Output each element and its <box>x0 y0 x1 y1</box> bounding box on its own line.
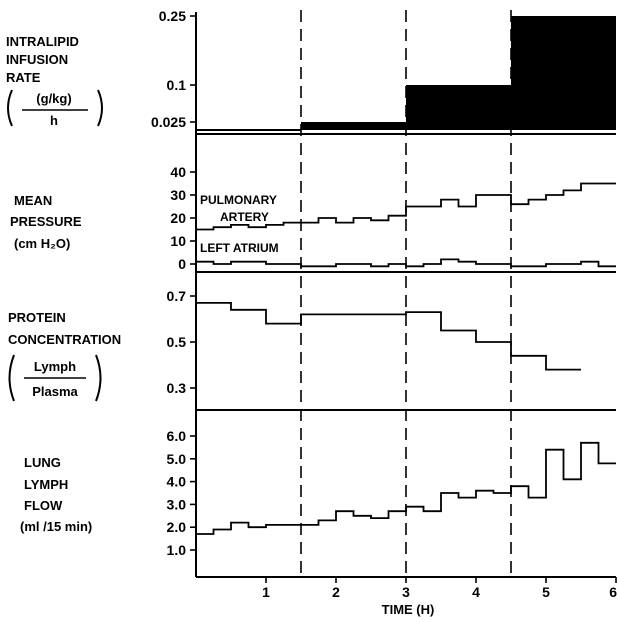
protein-label-line-2: CONCENTRATION <box>8 332 121 347</box>
infusion-ytick-1: 0.25 <box>159 8 186 24</box>
infusion-unit-numerator: (g/kg) <box>36 91 71 106</box>
lymph-ytick-6: 1.0 <box>167 542 187 558</box>
data-marks <box>196 16 616 535</box>
infusion-unit-denominator: h <box>50 113 58 128</box>
protein-ytick-3: 0.3 <box>167 380 187 396</box>
protein-unit-denominator: Plasma <box>32 384 78 399</box>
pressure-ytick-2: 30 <box>170 187 186 203</box>
lymph-label-line-2: LYMPH <box>24 477 68 492</box>
lymph-ytick-1: 6.0 <box>167 428 187 444</box>
protein-ytick-1: 0.7 <box>167 288 187 304</box>
x-tick-label-6: 6 <box>609 584 617 600</box>
infusion-bar-3 <box>406 85 511 130</box>
series-label-artery: ARTERY <box>220 210 269 224</box>
pressure-ytick-4: 10 <box>170 233 186 249</box>
pressure-series-1-line <box>196 182 616 231</box>
pressure-label-line-1: MEAN <box>14 193 52 208</box>
infusion-ytick-3: 0.025 <box>151 114 186 130</box>
pressure-ytick-1: 40 <box>170 164 186 180</box>
series-label-pulmonary: PULMONARY <box>200 193 277 207</box>
infusion-bar-4 <box>511 16 616 130</box>
lymph-label-line-4: (ml /15 min) <box>20 519 92 534</box>
infusion-label-line-3: RATE <box>6 70 41 85</box>
lymph-ytick-5: 2.0 <box>167 519 187 535</box>
infusion-label-line-1: INTRALIPID <box>6 34 79 49</box>
lymph-series-line <box>196 441 616 535</box>
protein-ytick-2: 0.5 <box>167 334 187 350</box>
right-paren-icon <box>97 89 103 127</box>
x-axis-title: TIME (H) <box>382 602 435 617</box>
x-tick-labels: 1 2 3 4 5 6 <box>262 577 617 600</box>
pressure-label-line-2: PRESSURE <box>10 214 82 229</box>
lymph-label-line-3: FLOW <box>24 498 63 513</box>
left-paren-icon <box>8 354 15 402</box>
infusion-label: INTRALIPID INFUSION RATE (g/kg) h <box>6 34 103 128</box>
lymph-label-line-1: LUNG <box>24 455 61 470</box>
x-tick-label-1: 1 <box>262 584 270 600</box>
protein-label: PROTEIN CONCENTRATION Lymph Plasma <box>8 310 121 402</box>
protein-label-line-1: PROTEIN <box>8 310 66 325</box>
lymph-label: LUNG LYMPH FLOW (ml /15 min) <box>20 455 92 534</box>
infusion-ytick-2: 0.1 <box>167 77 187 93</box>
protein-series-line <box>196 302 581 371</box>
x-tick-label-3: 3 <box>402 584 410 600</box>
lymph-ytick-4: 3.0 <box>167 496 187 512</box>
x-tick-label-4: 4 <box>472 584 480 600</box>
pressure-ytick-5: 0 <box>178 256 186 272</box>
infusion-bar-2 <box>301 122 406 130</box>
infusion-label-line-2: INFUSION <box>6 52 68 67</box>
pressure-label-line-3: (cm H₂O) <box>14 236 70 251</box>
lymph-ytick-3: 4.0 <box>167 474 187 490</box>
x-tick-label-2: 2 <box>332 584 340 600</box>
x-tick-label-5: 5 <box>542 584 550 600</box>
series-label-left-atrium: LEFT ATRIUM <box>200 241 279 255</box>
left-paren-icon <box>7 89 13 127</box>
y-tick-labels: 0.25 0.1 0.025 40 30 20 10 0 0.7 0.5 0.3 6.0 5.0 4.0 3… <box>151 8 196 558</box>
right-paren-icon <box>95 354 102 402</box>
pressure-ytick-3: 20 <box>170 210 186 226</box>
pressure-label: MEAN PRESSURE (cm H₂O) <box>10 193 82 251</box>
protein-unit-numerator: Lymph <box>34 359 76 374</box>
lymph-ytick-2: 5.0 <box>167 451 187 467</box>
